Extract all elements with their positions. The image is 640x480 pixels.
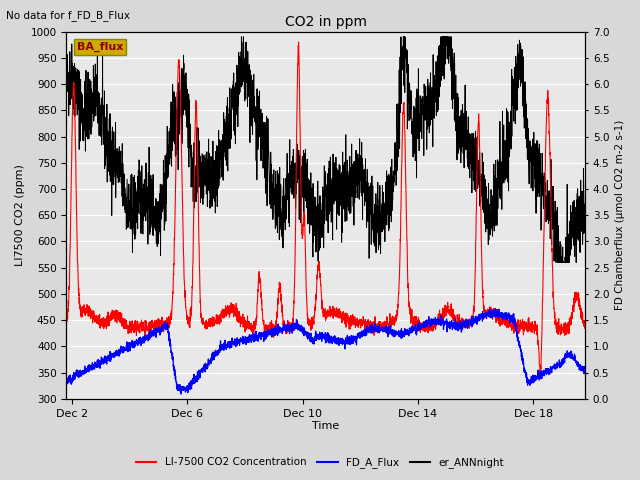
Text: No data for f_FD_B_Flux: No data for f_FD_B_Flux bbox=[6, 10, 131, 21]
Y-axis label: FD Chamberflux (μmol CO2 m-2 s-1): FD Chamberflux (μmol CO2 m-2 s-1) bbox=[615, 120, 625, 311]
Text: BA_flux: BA_flux bbox=[77, 42, 123, 52]
X-axis label: Time: Time bbox=[312, 421, 339, 432]
Y-axis label: LI7500 CO2 (ppm): LI7500 CO2 (ppm) bbox=[15, 164, 25, 266]
Legend: LI-7500 CO2 Concentration, FD_A_Flux, er_ANNnight: LI-7500 CO2 Concentration, FD_A_Flux, er… bbox=[131, 453, 509, 472]
Title: CO2 in ppm: CO2 in ppm bbox=[285, 15, 367, 29]
